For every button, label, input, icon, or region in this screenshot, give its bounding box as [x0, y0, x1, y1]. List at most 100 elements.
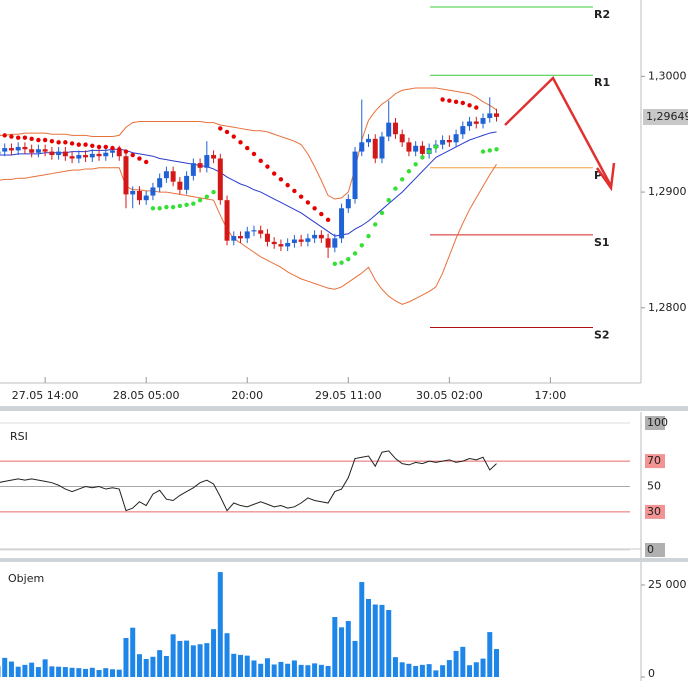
- volume-bar: [460, 646, 466, 677]
- sar-dot: [36, 137, 41, 143]
- candle-body: [143, 195, 149, 201]
- candle-body: [224, 200, 230, 241]
- volume-bar: [325, 665, 331, 677]
- sar-dot: [271, 171, 277, 176]
- sar-dot: [285, 182, 290, 188]
- volume-bar: [473, 662, 479, 677]
- bollinger-lower: [0, 164, 497, 305]
- sar-dot: [211, 189, 216, 195]
- sar-dot: [399, 177, 405, 182]
- volume-bar: [177, 640, 183, 677]
- volume-bar: [291, 660, 297, 677]
- y-tick-label: 70: [647, 454, 661, 467]
- candle-body: [157, 178, 163, 188]
- sar-dot: [83, 142, 88, 147]
- candle-body: [318, 234, 324, 239]
- candle-body: [352, 151, 358, 200]
- candle-body: [238, 236, 244, 239]
- sar-dot: [191, 201, 196, 206]
- sar-dot: [359, 243, 364, 248]
- candle-body: [473, 121, 479, 124]
- candle-body: [278, 244, 284, 247]
- sar-dot: [49, 138, 55, 144]
- sar-dot: [96, 144, 102, 150]
- pivot-label: P: [594, 169, 602, 182]
- sar-dot: [312, 206, 317, 211]
- volume-bar: [352, 640, 358, 677]
- sar-dot: [123, 149, 129, 154]
- panel-title: RSI: [10, 430, 28, 443]
- candle-body: [467, 121, 473, 127]
- volume-bar: [446, 660, 452, 677]
- volume-bar: [487, 632, 493, 677]
- sar-dot: [177, 203, 183, 209]
- sar-dot: [130, 152, 135, 158]
- x-tick-label: 28.05 05:00: [113, 389, 180, 402]
- volume-bar: [366, 598, 372, 677]
- candle-body: [103, 152, 109, 157]
- candle-body: [244, 231, 250, 239]
- sar-dot: [487, 148, 492, 153]
- candle-body: [285, 242, 291, 247]
- candle-body: [480, 118, 486, 124]
- candle-body: [345, 199, 351, 209]
- sar-dot: [406, 169, 412, 174]
- candle-body: [419, 145, 425, 154]
- volume-bar: [190, 645, 196, 677]
- volume-bar: [130, 627, 136, 677]
- volume-bar: [110, 669, 116, 677]
- volume-bar: [2, 657, 8, 677]
- volume-bar: [332, 617, 338, 677]
- candle-body: [197, 163, 203, 168]
- volume-bar: [312, 663, 318, 677]
- sar-dot: [480, 149, 486, 154]
- sar-dot: [56, 140, 61, 145]
- y-tick-background: [645, 454, 665, 469]
- candle-body: [83, 155, 89, 158]
- volume-bar: [136, 654, 142, 677]
- pivot-label: R1: [594, 76, 610, 89]
- sar-dot: [231, 134, 236, 139]
- volume-bar: [62, 667, 68, 677]
- last-price-label: 1,29649: [646, 110, 688, 123]
- candle-body: [339, 208, 345, 239]
- y-tick-background: [645, 543, 665, 557]
- volume-bar: [35, 667, 41, 677]
- candle-body: [130, 190, 136, 195]
- candle-body: [56, 151, 62, 156]
- volume-bar: [494, 649, 500, 677]
- sar-dot: [305, 200, 311, 205]
- plot-layer: R2 R1 P S1 S2 1,3000 1,2900 1,2800 27.05 14:00 28…: [0, 6, 688, 680]
- candle-body: [460, 126, 466, 135]
- sar-dot: [197, 197, 203, 203]
- y-tick-label: 1,2800: [648, 301, 687, 314]
- volume-bar: [419, 664, 425, 677]
- volume-bar: [379, 604, 385, 677]
- volume-bar: [217, 572, 223, 677]
- volume-bar: [157, 650, 163, 677]
- volume-bar: [15, 666, 21, 677]
- sar-dot: [2, 133, 7, 138]
- candle-body: [325, 238, 331, 248]
- volume-bar: [285, 663, 291, 677]
- sar-dot: [157, 206, 162, 211]
- sar-dot: [319, 211, 324, 217]
- volume-bar: [318, 664, 324, 677]
- candle-body: [379, 136, 385, 159]
- sar-dot: [440, 97, 445, 102]
- candle-body: [446, 140, 452, 143]
- volume-bar: [116, 669, 122, 677]
- candle-body: [413, 145, 419, 152]
- sar-dot: [325, 217, 331, 223]
- pivot-label: S1: [594, 236, 610, 249]
- y-tick-label: 1,3000: [648, 69, 687, 82]
- candle-body: [110, 150, 116, 153]
- candle-body: [312, 234, 318, 239]
- sar-dot: [467, 103, 472, 108]
- candle-body: [487, 113, 493, 119]
- candle-body: [170, 171, 176, 182]
- sar-dot: [352, 251, 358, 256]
- panel-separator: [0, 406, 688, 411]
- candle-body: [116, 150, 122, 157]
